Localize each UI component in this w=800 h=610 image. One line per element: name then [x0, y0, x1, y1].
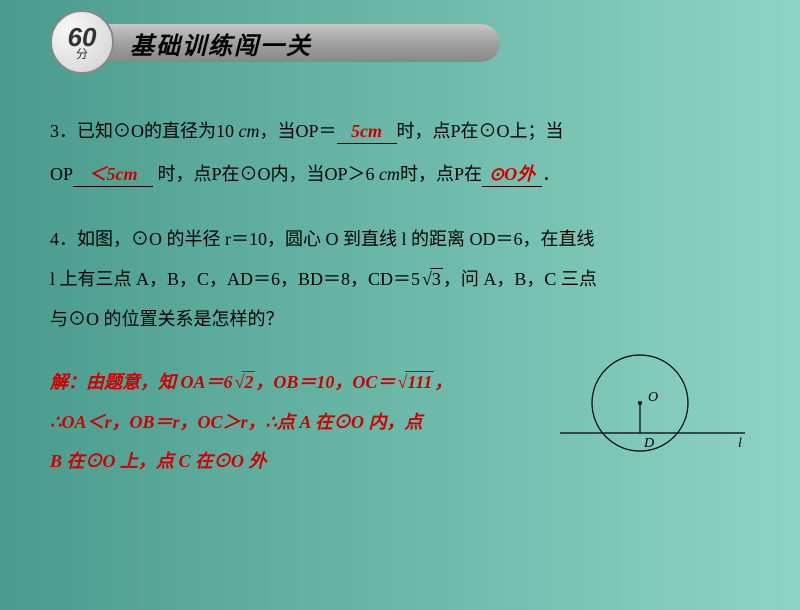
- label-l: l: [738, 436, 742, 451]
- question-3: 3．已知⊙O的直径为10 cm，当OP＝5cm时，点P在⊙O上；当 OP＜5cm…: [50, 110, 750, 196]
- sol-sqrt2: 111: [405, 371, 434, 392]
- q3-blank-3: ⊙O外: [482, 164, 542, 187]
- q3-ans-2: ＜5cm: [89, 164, 138, 184]
- question-4: 4．如图，⊙O 的半径 r＝10，圆心 O 到直线 l 的距离 OD＝6，在直线…: [50, 220, 750, 339]
- q3-blank-1: 5cm: [337, 121, 397, 144]
- label-O: O: [648, 390, 658, 405]
- point-O: [638, 401, 642, 405]
- sol-l1a: 解：由题意，知 OA＝6: [50, 372, 233, 392]
- sol-l1c: ，: [434, 372, 452, 392]
- q4-sqrt-val: 3: [430, 268, 443, 289]
- badge-sub: 分: [76, 48, 88, 60]
- q3-blank-2: ＜5cm: [73, 164, 153, 187]
- q3-line2-pre: OP: [50, 164, 73, 184]
- solution-wrap: 解：由题意，知 OA＝6 2，OB＝10，OC＝ 111， ∴OA＜r，OB＝r，O…: [50, 363, 750, 482]
- q3-text-3: 时，点P在⊙O上；当: [397, 121, 564, 141]
- q3-text-2: ，当OP＝: [260, 121, 337, 141]
- sol-line3: B 在⊙O 上，点 C 在⊙O 外: [50, 442, 530, 482]
- sqrt-icon: 111: [395, 363, 434, 403]
- q4-line2: l 上有三点 A，B，C，AD＝6，BD＝8，CD＝5 3，问 A，B，C 三点: [50, 260, 750, 300]
- q3-text-6: ．: [542, 164, 560, 184]
- sqrt-icon: 3: [420, 260, 443, 300]
- score-badge: 60 分: [50, 10, 114, 74]
- sol-l1b: ，OB＝10，OC＝: [255, 372, 395, 392]
- section-title: 基础训练闯一关: [130, 26, 312, 61]
- q4-line3: 与⊙O 的位置关系是怎样的？: [50, 300, 750, 340]
- sol-line1: 解：由题意，知 OA＝6 2，OB＝10，OC＝ 111，: [50, 363, 530, 403]
- label-D: D: [643, 436, 654, 451]
- q4-line2a: l 上有三点 A，B，C，AD＝6，BD＝8，CD＝5: [50, 269, 420, 289]
- q3-text-4: 时，点P在⊙O内，当OP＞6: [153, 164, 379, 184]
- sol-sqrt1: 2: [242, 371, 255, 392]
- content-area: 3．已知⊙O的直径为10 cm，当OP＝5cm时，点P在⊙O上；当 OP＜5cm…: [0, 80, 800, 502]
- sqrt-icon: 2: [233, 363, 256, 403]
- q3-text-5: 时，点P在: [400, 164, 482, 184]
- q4-line1: 4．如图，⊙O 的半径 r＝10，圆心 O 到直线 l 的距离 OD＝6，在直线: [50, 220, 750, 260]
- sol-line2: ∴OA＜r，OB＝r，OC＞r，∴点 A 在⊙O 内，点: [50, 403, 530, 443]
- q3-ans-3: ⊙O外: [489, 164, 535, 184]
- q3-unit2: cm: [379, 164, 400, 184]
- geometry-diagram: O D l: [550, 343, 750, 483]
- title-bar: 基础训练闯一关: [100, 24, 500, 62]
- q3-unit1: cm: [239, 121, 260, 141]
- q4-line2b: ，问 A，B，C 三点: [443, 269, 597, 289]
- header-banner: 60 分 基础训练闯一关: [50, 10, 800, 80]
- q3-ans-1: 5cm: [351, 121, 382, 141]
- q3-text-1: 3．已知⊙O的直径为10: [50, 121, 239, 141]
